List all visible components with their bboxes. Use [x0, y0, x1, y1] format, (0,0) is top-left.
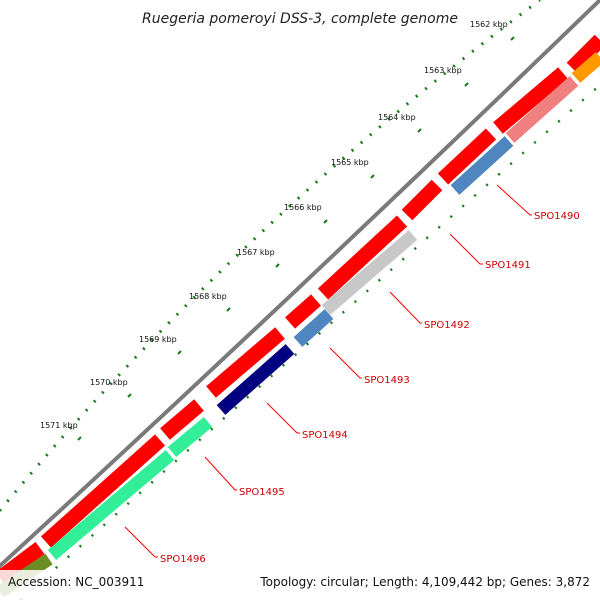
footer-background [0, 570, 600, 600]
scale-tick-marks [77, 36, 515, 441]
cog-block [216, 344, 295, 415]
tick-mark [417, 128, 422, 133]
inner-tick-ring [19, 84, 600, 600]
tick-label: 1571 kbp [40, 421, 78, 430]
gene-arrow [206, 327, 285, 398]
cog-block [167, 417, 213, 457]
gene-labels: SPO1490 SPO1491 SPO1492 SPO1493 SPO1494 … [160, 211, 580, 565]
tick-mark [77, 436, 82, 441]
gene-label: SPO1496 [160, 554, 206, 565]
tick-mark [370, 174, 375, 179]
gene-arrow [493, 67, 568, 134]
gene-arrow [566, 34, 600, 74]
gene-arrow [285, 294, 321, 329]
gene-leader-lines [124, 184, 532, 558]
map-title: Ruegeria pomeroyi DSS-3, complete genome [142, 11, 458, 27]
leader-line [204, 456, 237, 491]
tick-mark [323, 219, 328, 224]
tick-mark [464, 82, 469, 87]
gene-arrow [401, 179, 443, 221]
gene-label: SPO1493 [364, 375, 410, 386]
gene-label: SPO1490 [534, 211, 580, 222]
leader-line [329, 347, 362, 379]
tick-label: 1570 kbp [90, 378, 128, 387]
gene-label: SPO1492 [424, 320, 470, 331]
cog-block [571, 52, 600, 83]
tick-mark [275, 263, 280, 268]
outer-gene-track [0, 34, 600, 584]
gene-arrow [160, 399, 204, 440]
tick-label: 1567 kbp [237, 248, 275, 257]
gene-label: SPO1495 [239, 487, 285, 498]
gene-label: SPO1494 [302, 430, 348, 441]
backbone-line [0, 0, 600, 569]
inner-cog-track [0, 52, 600, 598]
tick-mark [127, 393, 132, 398]
accession-text: Accession: NC_003911 [8, 575, 144, 589]
scale-tick-labels: 1562 kbp 1563 kbp 1564 kbp 1565 kbp 1566… [40, 20, 508, 430]
tick-label: 1565 kbp [331, 158, 369, 167]
tick-label: 1566 kbp [284, 203, 322, 212]
gene-arrow [40, 434, 166, 548]
tick-label: 1563 kbp [424, 66, 462, 75]
leader-line [449, 233, 483, 265]
genome-summary-text: Topology: circular; Length: 4,109,442 bp… [259, 575, 590, 589]
tick-mark [510, 36, 515, 41]
leader-line [496, 184, 532, 216]
cog-block [293, 309, 334, 347]
tick-label: 1564 kbp [378, 113, 416, 122]
tick-mark [226, 307, 231, 312]
gene-arrow [437, 128, 497, 185]
tick-label: 1569 kbp [139, 335, 177, 344]
scale-ring-dotted [0, 0, 541, 513]
leader-line [124, 526, 158, 558]
gene-arrow [317, 215, 408, 300]
tick-label: 1568 kbp [189, 292, 227, 301]
cog-block [450, 136, 514, 195]
tick-mark [177, 350, 182, 355]
cog-block [321, 230, 418, 315]
gene-label: SPO1491 [485, 260, 531, 271]
leader-line [266, 402, 300, 434]
tick-label: 1562 kbp [470, 20, 508, 29]
cog-block [47, 450, 175, 560]
leader-line [389, 291, 422, 324]
cog-block [505, 76, 579, 143]
